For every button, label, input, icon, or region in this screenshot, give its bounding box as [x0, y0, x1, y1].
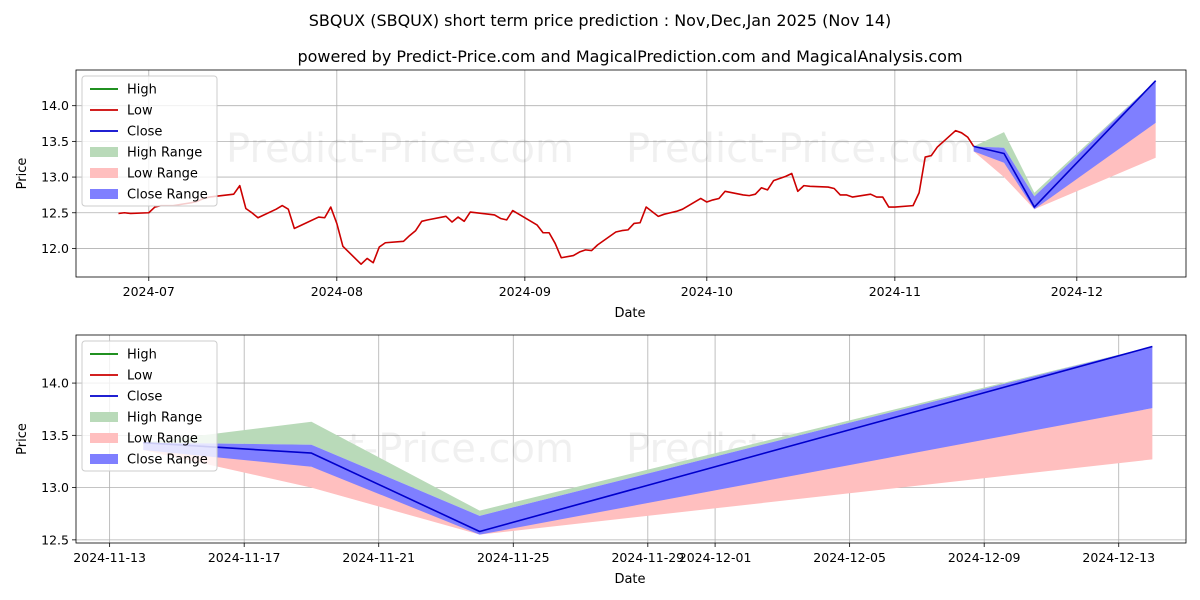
watermark-text: Predict-Price.com — [226, 126, 574, 172]
plot-frame — [75, 334, 1187, 544]
legend-label: High Range — [127, 146, 202, 161]
x-axis-label: Date — [614, 306, 645, 321]
high-range-band — [973, 80, 1156, 197]
watermark-text: Predict-Price.com — [626, 126, 974, 172]
x-tick-label: 2024-11-17 — [208, 550, 281, 565]
y-tick-label: 13.0 — [41, 170, 69, 185]
watermark-group: Predict-Price.com Predict-Price.com Predic… — [226, 126, 974, 322]
y-tick-label: 12.0 — [41, 241, 69, 256]
close-range-band — [143, 346, 1153, 535]
legend-label: High — [127, 83, 157, 98]
legend-swatch-close-range — [90, 189, 118, 199]
low-range-band — [143, 408, 1153, 535]
legend-label: Close — [127, 390, 162, 405]
plot-area — [118, 80, 1157, 265]
legend-label: Close Range — [127, 453, 208, 468]
legend-label: Low — [127, 369, 153, 384]
x-tick-label: 2024-11-29 — [611, 550, 684, 565]
x-tick-label: 2024-11 — [869, 284, 921, 299]
close-range-band — [973, 80, 1156, 210]
close-price-line — [143, 345, 1153, 533]
watermark-text: Predict-Price.com — [226, 276, 574, 322]
low-price-line — [118, 129, 975, 265]
legend-swatch-low-range — [90, 433, 118, 443]
x-tick-label: 2024-07 — [123, 284, 175, 299]
legend-label: Low — [127, 104, 153, 119]
x-tick-label: 2024-08 — [311, 284, 363, 299]
chart-title: SBQUX (SBQUX) short term price predictio… — [309, 11, 892, 30]
y-tick-label: 14.0 — [41, 376, 69, 391]
x-tick-label: 2024-12-09 — [948, 550, 1021, 565]
legend: High Low Close High Range Low Range Close Ran… — [81, 340, 218, 472]
y-tick-label: 12.5 — [41, 532, 69, 547]
chart-subtitle: powered by Predict-Price.com and Magical… — [297, 47, 962, 66]
y-axis-label: Price — [15, 423, 30, 455]
y-tick-label: 14.0 — [41, 98, 69, 113]
legend-swatch-high-range — [90, 412, 118, 422]
legend-swatch-close-range — [90, 454, 118, 464]
x-axis-label: Date — [614, 572, 645, 587]
y-axis-label: Price — [15, 158, 30, 190]
x-tick-label: 2024-11-21 — [342, 550, 415, 565]
legend: High Low Close High Range Low Range Close Ran… — [81, 75, 218, 207]
legend-label: Low Range — [127, 167, 198, 182]
plot-area — [143, 345, 1153, 535]
y-tick-label: 13.0 — [41, 480, 69, 495]
x-tick-label: 2024-11-13 — [73, 550, 146, 565]
top-history-chart: Predict-Price.com Predict-Price.com Predic… — [15, 69, 1187, 322]
x-tick-label: 2024-09 — [499, 284, 551, 299]
x-tick-label: 2024-12-01 — [679, 550, 752, 565]
legend-label: High Range — [127, 411, 202, 426]
legend-label: Low Range — [127, 432, 198, 447]
watermark-text: Predict-Price.com — [626, 276, 974, 322]
legend-swatch-low-range — [90, 168, 118, 178]
plot-frame — [75, 69, 1187, 278]
legend-label: High — [127, 348, 157, 363]
legend-label: Close — [127, 125, 162, 140]
x-tick-label: 2024-12-13 — [1082, 550, 1155, 565]
x-tick-label: 2024-11-25 — [477, 550, 550, 565]
x-tick-label: 2024-10 — [681, 284, 733, 299]
bottom-forecast-chart: Predict-Price.comPredict-Price.com2024-1… — [15, 334, 1187, 587]
legend-label: Close Range — [127, 188, 208, 203]
low-range-band — [973, 122, 1156, 210]
y-tick-label: 13.5 — [41, 428, 69, 443]
legend-swatch-high-range — [90, 147, 118, 157]
high-range-band — [143, 346, 1153, 516]
y-tick-label: 13.5 — [41, 134, 69, 149]
x-tick-label: 2024-12-05 — [813, 550, 886, 565]
x-tick-label: 2024-12 — [1051, 284, 1103, 299]
y-tick-label: 12.5 — [41, 205, 69, 220]
close-price-line — [973, 80, 1157, 208]
